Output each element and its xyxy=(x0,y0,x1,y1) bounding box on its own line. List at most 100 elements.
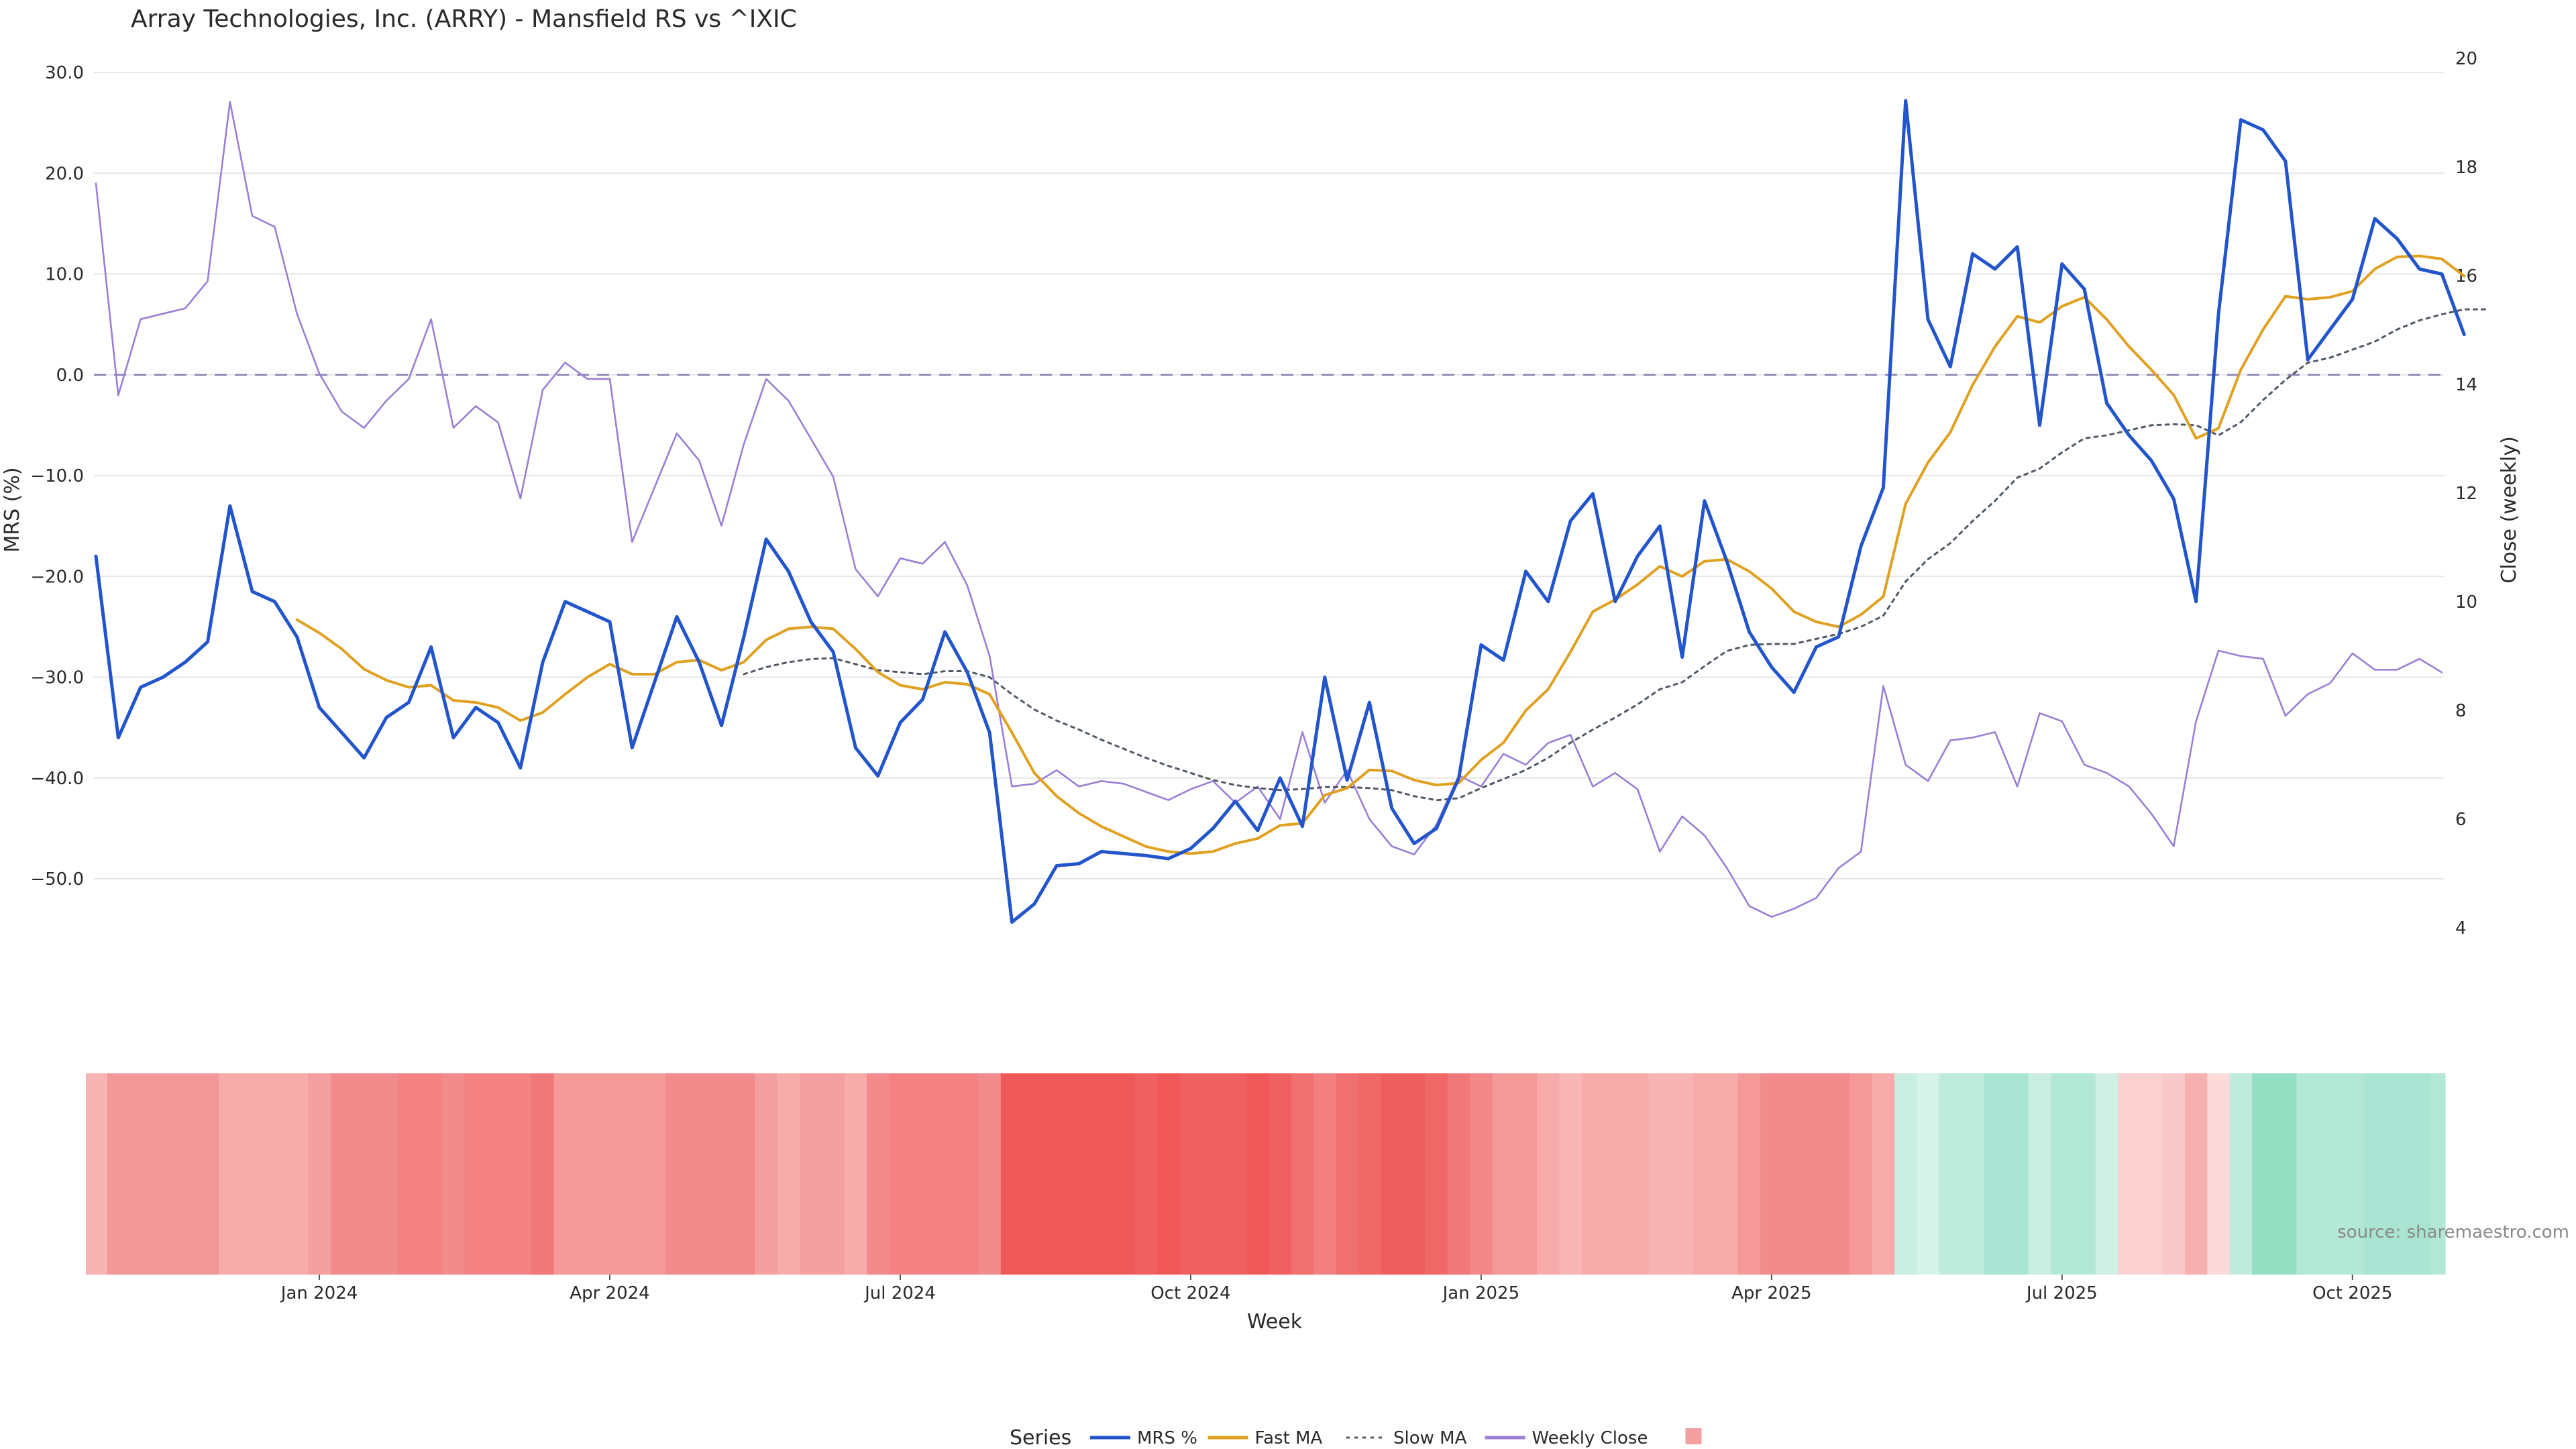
heatmap-cell xyxy=(1715,1073,1739,1275)
x-tick-label: Oct 2025 xyxy=(2312,1283,2392,1303)
heatmap-cell xyxy=(598,1073,622,1275)
heatmap-cell xyxy=(219,1073,242,1275)
heatmap-cell xyxy=(1224,1073,1247,1275)
heatmap-cell xyxy=(2296,1073,2320,1275)
heatmap-cell xyxy=(1537,1073,1560,1275)
heatmap-cell xyxy=(1403,1073,1426,1275)
heatmap-cell xyxy=(1425,1073,1448,1275)
heatmap-cell xyxy=(844,1073,867,1275)
y-left-tick-label: 10.0 xyxy=(45,265,84,285)
legend-label: Fast MA xyxy=(1255,1428,1323,1448)
y-right-tick-label: 20 xyxy=(2455,49,2477,69)
heatmap-cell xyxy=(956,1073,979,1275)
heatmap-cell xyxy=(509,1073,532,1275)
series-line-slow-ma xyxy=(743,308,2488,802)
y-left-axis-title: MRS (%) xyxy=(1,467,24,552)
y-right-tick-label: 16 xyxy=(2455,266,2477,286)
heatmap-cell xyxy=(1559,1073,1582,1275)
heatmap-cell xyxy=(777,1073,800,1275)
heatmap-cell xyxy=(822,1073,845,1275)
x-axis-title: Week xyxy=(1247,1310,1303,1334)
series-line-weekly-close xyxy=(95,101,2443,918)
series-line-mrs xyxy=(94,99,2466,924)
heatmap-cell xyxy=(1134,1073,1158,1275)
x-tick-label: Apr 2024 xyxy=(570,1283,649,1303)
source-attribution: source: sharemaestro.com xyxy=(2337,1222,2569,1242)
heatmap-cell xyxy=(1827,1073,1850,1275)
y-right-tick-label: 18 xyxy=(2455,158,2477,178)
y-right-tick-label: 4 xyxy=(2455,918,2467,938)
heatmap-cell xyxy=(1849,1073,1873,1275)
heatmap-cell xyxy=(353,1073,376,1275)
series-lines xyxy=(94,99,2488,924)
heatmap-cell xyxy=(1157,1073,1180,1275)
heatmap-cell xyxy=(2185,1073,2208,1275)
heatmap-cell xyxy=(643,1073,666,1275)
heatmap-cell xyxy=(2385,1073,2409,1275)
heatmap-cell xyxy=(1872,1073,1895,1275)
heatmap-cell xyxy=(2341,1073,2364,1275)
heatmap-cell xyxy=(1112,1073,1136,1275)
heatmap-cell xyxy=(1291,1073,1314,1275)
heatmap-cell xyxy=(1671,1073,1694,1275)
heatmap-cell xyxy=(1961,1073,1984,1275)
heatmap-cell xyxy=(2006,1073,2029,1275)
heatmap-cell xyxy=(330,1073,354,1275)
heatmap-cell xyxy=(1604,1073,1627,1275)
heatmap-cell xyxy=(1201,1073,1225,1275)
heatmap-cell xyxy=(2095,1073,2118,1275)
gridlines xyxy=(94,72,2444,879)
heatmap-cell xyxy=(1090,1073,1113,1275)
heatmap-cell xyxy=(241,1073,264,1275)
heatmap-cell xyxy=(174,1073,197,1275)
heatmap-cell xyxy=(2363,1073,2387,1275)
x-tick-label: Jan 2024 xyxy=(280,1283,358,1303)
y-left-tick-label: −20.0 xyxy=(30,567,84,587)
heatmap-cell xyxy=(1760,1073,1784,1275)
heatmap-cell xyxy=(1067,1073,1091,1275)
legend-label: Slow MA xyxy=(1393,1428,1467,1448)
heatmap-cell xyxy=(621,1073,644,1275)
mrs-heatmap-strip xyxy=(86,1073,2446,1275)
heatmap-cell xyxy=(2408,1073,2431,1275)
y-right-tick-label: 6 xyxy=(2455,810,2467,830)
heatmap-cell xyxy=(86,1073,108,1275)
heatmap-cell xyxy=(576,1073,599,1275)
x-tick-label: Oct 2024 xyxy=(1150,1283,1230,1303)
heatmap-cell xyxy=(867,1073,890,1275)
x-tick-label: Jul 2025 xyxy=(2025,1283,2098,1303)
heatmap-cell xyxy=(419,1073,443,1275)
heatmap-cell xyxy=(1045,1073,1069,1275)
chart-title: Array Technologies, Inc. (ARRY) - Mansfi… xyxy=(131,5,797,33)
heatmap-cell xyxy=(107,1073,130,1275)
heatmap-cell xyxy=(933,1073,957,1275)
heatmap-cell xyxy=(665,1073,689,1275)
heatmap-cell xyxy=(978,1073,1002,1275)
heatmap-cell xyxy=(2028,1073,2051,1275)
heatmap-cell xyxy=(800,1073,822,1275)
heatmap-cell xyxy=(375,1073,398,1275)
legend-swatch xyxy=(1685,1428,1702,1444)
heatmap-cell xyxy=(2140,1073,2163,1275)
heatmap-cell xyxy=(1470,1073,1493,1275)
y-right-tick-label: 10 xyxy=(2455,592,2477,612)
heatmap-cell xyxy=(1939,1073,1962,1275)
x-tick-label: Jan 2025 xyxy=(1442,1283,1520,1303)
y-left-tick-label: 20.0 xyxy=(45,164,84,184)
heatmap-cell xyxy=(1693,1073,1717,1275)
y-left-tick-label: 0.0 xyxy=(56,366,84,386)
heatmap-cell xyxy=(196,1073,219,1275)
x-tick-label: Apr 2025 xyxy=(1731,1283,1811,1303)
heatmap-cell xyxy=(2251,1073,2275,1275)
legend-label: Weekly Close xyxy=(1532,1428,1648,1448)
series-line-fast-ma xyxy=(295,254,2466,855)
heatmap-cell xyxy=(486,1073,510,1275)
heatmap-cell xyxy=(1984,1073,2007,1275)
y-left-tick-label: −40.0 xyxy=(30,769,84,789)
heatmap-cell xyxy=(688,1073,711,1275)
heatmap-cell xyxy=(1626,1073,1650,1275)
heatmap-cell xyxy=(2207,1073,2231,1275)
heatmap-cell xyxy=(1514,1073,1538,1275)
heatmap-cell xyxy=(2073,1073,2096,1275)
